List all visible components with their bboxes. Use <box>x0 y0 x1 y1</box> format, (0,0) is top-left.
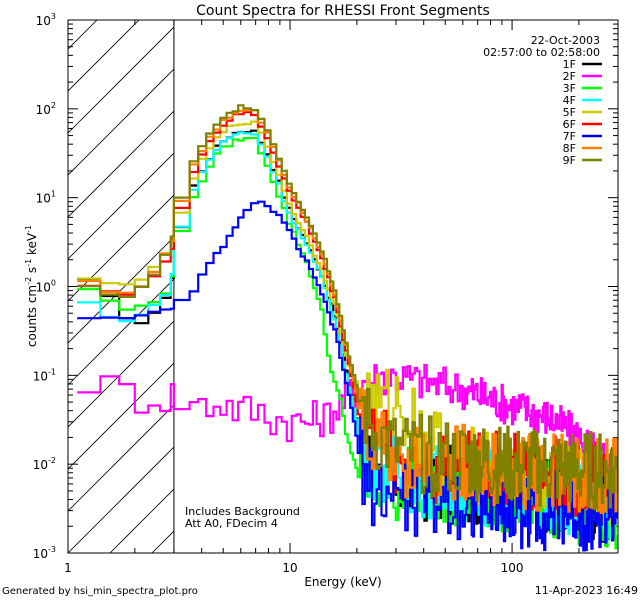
hatch-line <box>68 404 174 512</box>
legend-label: 2F <box>563 70 576 83</box>
x-tick-label: 100 <box>501 561 524 575</box>
legend-label: 4F <box>563 94 576 107</box>
series-layer <box>77 104 618 552</box>
y-tick-label: 102 <box>36 101 56 117</box>
y-label-mid2: keV <box>25 232 39 259</box>
y-tick-label: 101 <box>36 190 56 206</box>
hatch-line <box>68 26 174 134</box>
series-8F <box>77 109 618 515</box>
legend-label: 9F <box>563 154 576 167</box>
y-axis-label: counts cm-2 s-1 keV-1 <box>24 225 39 347</box>
legend-label: 6F <box>563 118 576 131</box>
x-tick-labels: 1 10 100 <box>64 561 523 575</box>
x-axis-label: Energy (keV) <box>304 575 381 589</box>
y-label-exp1: -2 <box>24 277 33 285</box>
y-tick-labels: 10-3 10-2 10-1 100 101 102 103 <box>33 12 56 561</box>
y-tick-label: 10-1 <box>33 367 56 383</box>
chart-title: Count Spectra for RHESSI Front Segments <box>196 3 490 19</box>
y-label-base: counts cm <box>25 285 39 347</box>
x-tick-label: 10 <box>282 561 297 575</box>
observation-date: 22-Oct-2003 <box>531 34 600 47</box>
hatch-line <box>68 446 174 553</box>
footer-generated-by: Generated by hsi_min_spectra_plot.pro <box>2 586 198 597</box>
y-tick-label: 100 <box>36 279 56 295</box>
y-tick-label: 10-3 <box>33 545 56 561</box>
legend-label: 8F <box>563 142 576 155</box>
y-tick-label: 103 <box>36 12 56 28</box>
y-tick-label: 10-2 <box>33 456 56 472</box>
footer-timestamp: 11-Apr-2023 16:49 <box>535 584 638 597</box>
observation-time-range: 02:57:00 to 02:58:00 <box>483 46 600 59</box>
hatch-line <box>68 236 174 344</box>
hatch-line <box>68 68 174 176</box>
axis-ticks <box>67 19 619 554</box>
series-9F <box>77 104 618 511</box>
hatch-line <box>68 278 174 386</box>
y-label-mid1: s <box>25 267 39 277</box>
plot-frame <box>67 19 619 554</box>
y-label-exp3: -1 <box>24 225 33 233</box>
annotation-attenuator: Att A0, FDecim 4 <box>185 517 278 530</box>
y-label-exp2: -1 <box>24 259 33 267</box>
legend-label: 5F <box>563 106 576 119</box>
legend-label: 1F <box>563 58 576 71</box>
annotation-background: Includes Background <box>185 505 300 518</box>
legend-label: 3F <box>563 82 576 95</box>
legend-label: 7F <box>563 130 576 143</box>
x-tick-label: 1 <box>64 561 72 575</box>
